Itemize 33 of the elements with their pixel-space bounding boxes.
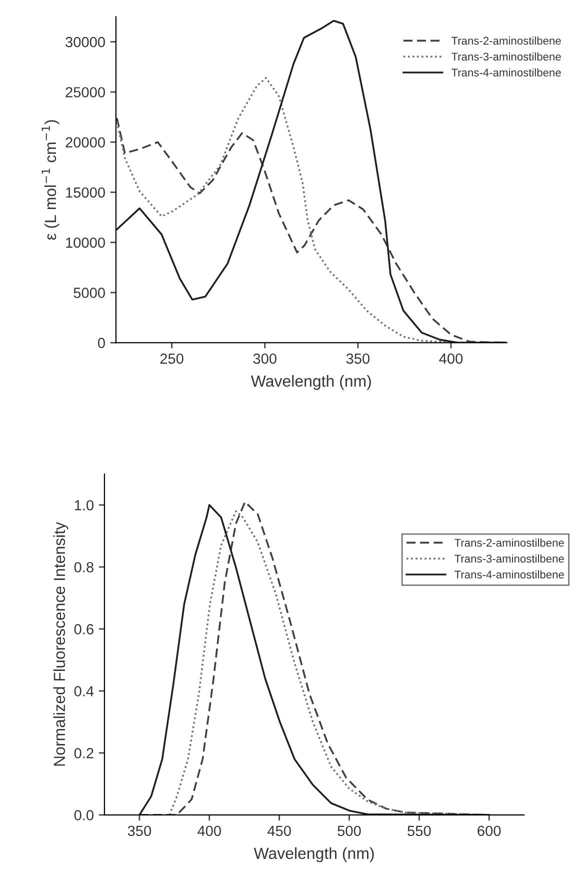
x-tick-label: 550 [408, 826, 431, 836]
x-tick-label: 500 [338, 826, 361, 836]
x-tick-label: 300 [253, 354, 276, 364]
x-tick-label: 400 [439, 354, 463, 364]
y-tick-label: 1.0 [74, 500, 94, 510]
legend-label: Trans-4-aminostilbene [451, 68, 561, 77]
y-axis-title: ε (L mol$^{−1}$ cm$^{−1}$) [42, 120, 60, 240]
x-tick-label: 350 [128, 826, 152, 836]
legend-label: Trans-3-aminostilbene [451, 52, 561, 61]
x-tick-label: 350 [346, 354, 370, 364]
y-tick-label: 0.4 [74, 686, 94, 696]
y-tick-label: 0.8 [74, 562, 94, 572]
y-tick-label: 30000 [66, 36, 105, 48]
y-tick-label: 20000 [66, 137, 105, 148]
x-tick-label: 600 [478, 826, 501, 836]
x-axis-title: Wavelength (nm) [250, 375, 371, 390]
y-tick-label: 0 [98, 338, 105, 348]
x-axis-title: Wavelength (nm) [254, 847, 374, 862]
y-tick-label: 0.2 [74, 748, 94, 758]
y-tick-label: 5000 [74, 288, 105, 298]
x-tick-label: 250 [160, 354, 184, 364]
legend-label: Trans-2-aminostilbene [454, 538, 564, 547]
y-tick-label: 0.0 [74, 810, 94, 820]
legend-label: Trans-4-aminostilbene [454, 570, 564, 579]
y-tick-label: 15000 [66, 187, 105, 198]
y-tick-label: 10000 [66, 238, 105, 248]
legend-label: Trans-3-aminostilbene [454, 554, 564, 563]
y-tick-label: 25000 [66, 87, 105, 98]
x-tick-label: 400 [198, 826, 221, 836]
legend-label: Trans-2-aminostilbene [451, 36, 561, 45]
y-tick-label: 0.6 [74, 624, 94, 634]
x-tick-label: 450 [267, 826, 291, 836]
y-axis-title: Normalized Fluorescence Intensity [53, 522, 68, 766]
